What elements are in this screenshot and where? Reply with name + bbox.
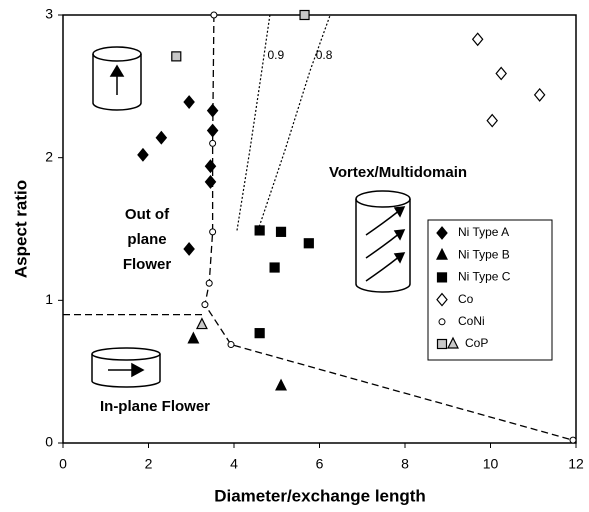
marker [570, 437, 576, 443]
legend-label: Ni Type A [458, 225, 509, 239]
x-tick-label: 8 [401, 456, 409, 472]
contour-label: 0.9 [267, 48, 284, 62]
cylinder-icon-out-of-plane [93, 47, 141, 110]
marker [197, 319, 207, 329]
marker [439, 319, 445, 325]
marker [210, 229, 216, 235]
marker [202, 302, 208, 308]
x-tick-label: 6 [316, 456, 324, 472]
y-axis-label: Aspect ratio [11, 180, 30, 278]
marker [184, 243, 194, 255]
cylinder-icon-vortex [356, 191, 410, 292]
marker [487, 115, 497, 127]
x-tick-label: 2 [145, 456, 153, 472]
marker [304, 239, 313, 248]
y-tick-label: 0 [45, 434, 53, 450]
legend-label: CoP [465, 336, 488, 350]
marker [255, 226, 264, 235]
region-label: Flower [123, 256, 172, 273]
legend-label: Ni Type B [458, 247, 510, 261]
marker [438, 340, 447, 349]
x-tick-label: 10 [483, 456, 499, 472]
marker [277, 227, 286, 236]
marker [496, 67, 506, 79]
marker [535, 89, 545, 101]
legend: Ni Type A Ni Type B Ni Type C Co CoNi CoP [428, 220, 552, 360]
x-axis-label: Diameter/exchange length [214, 486, 426, 505]
region-label: plane [127, 231, 166, 248]
chart: Diameter/exchange length Aspect ratio Vo… [0, 0, 589, 512]
legend-label: CoNi [458, 314, 485, 328]
marker [208, 105, 218, 117]
marker [211, 12, 217, 18]
contour-line [237, 15, 270, 230]
legend-label: Co [458, 292, 474, 306]
marker [188, 333, 198, 343]
cylinder-icon-in-plane [92, 348, 160, 387]
marker [473, 33, 483, 45]
marker [300, 11, 309, 20]
marker [172, 52, 181, 61]
marker [205, 176, 215, 188]
marker [138, 149, 148, 161]
marker [208, 125, 218, 137]
marker [156, 132, 166, 144]
marker [270, 263, 279, 272]
region-label: In-plane Flower [100, 398, 210, 415]
y-tick-label: 3 [45, 6, 53, 22]
x-tick-label: 4 [230, 456, 238, 472]
region-label: Out of [125, 206, 170, 223]
marker [255, 329, 264, 338]
y-tick-label: 2 [45, 148, 53, 164]
legend-label: Ni Type C [458, 270, 511, 284]
y-tick-label: 1 [45, 291, 53, 307]
marker [205, 160, 215, 172]
marker [438, 273, 447, 282]
x-tick-label: 0 [59, 456, 67, 472]
contour-label: 0.8 [316, 48, 333, 62]
marker [206, 280, 212, 286]
region-label: Vortex/Multidomain [329, 164, 467, 181]
marker [276, 380, 286, 390]
x-tick-label: 12 [568, 456, 584, 472]
marker [228, 342, 234, 348]
marker [210, 140, 216, 146]
marker [184, 96, 194, 108]
